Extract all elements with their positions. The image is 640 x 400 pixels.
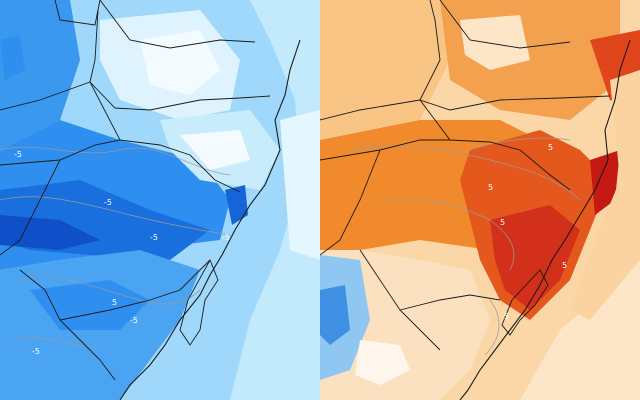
border-line (99, 0, 256, 49)
contour-label: -5 (14, 150, 22, 159)
contour-line (349, 145, 581, 201)
contour-lines (0, 146, 231, 347)
border-line (0, 139, 121, 166)
border-line (54, 0, 101, 26)
contour-line (0, 196, 231, 236)
contour-line (484, 299, 500, 356)
ocean-region (570, 70, 640, 320)
left-map-panel: -5 -5 -5 -5 5 -5 -5 (0, 0, 320, 400)
contour-label: 5 (548, 143, 553, 152)
anomaly-region (320, 285, 350, 345)
coastline (119, 39, 301, 400)
border-line (439, 0, 571, 49)
contour-label: -5 (130, 316, 138, 325)
ocean-region (230, 0, 320, 400)
lagoon-outline (501, 269, 549, 336)
border-line (399, 294, 501, 311)
anomaly-region (355, 340, 410, 385)
anomaly-region (0, 215, 100, 250)
border-line (89, 9, 271, 111)
border-line (0, 159, 61, 256)
contour-line (9, 336, 101, 347)
border-line (59, 259, 211, 321)
anomaly-region (460, 15, 530, 70)
coastline (459, 39, 631, 400)
contour-label: 5 (562, 261, 567, 270)
contour-line (19, 276, 201, 305)
contour-label: 5 (112, 298, 117, 307)
anomaly-region (30, 280, 150, 330)
anomaly-region (0, 35, 25, 80)
contour-lines (349, 137, 581, 356)
border-line (89, 81, 241, 193)
right-map-panel: 5 5 5 5 5 (320, 0, 640, 400)
contour-line (469, 137, 571, 151)
cold-anomaly-map: -5 -5 -5 -5 5 -5 -5 (0, 0, 320, 400)
border-line (320, 149, 381, 256)
anomaly-region (180, 130, 250, 170)
border-line (320, 139, 450, 161)
contour-label: -5 (32, 347, 40, 356)
border-line (0, 81, 91, 111)
contour-line (0, 146, 231, 176)
contour-label: -5 (222, 233, 230, 242)
border-line (419, 0, 611, 111)
contour-label: 5 (488, 183, 493, 192)
anomaly-region (225, 185, 248, 225)
border-line (320, 99, 421, 121)
contour-label: 5 (504, 312, 509, 321)
anomaly-region (320, 0, 450, 140)
contour-label: -5 (150, 233, 158, 242)
ocean-region (280, 110, 320, 260)
border-line (19, 269, 116, 381)
state-borders (0, 0, 301, 400)
border-line (419, 99, 571, 191)
contour-label: 5 (500, 218, 505, 227)
state-borders (320, 0, 631, 400)
contour-line (379, 198, 515, 271)
warm-anomaly-map: 5 5 5 5 5 (320, 0, 640, 400)
lagoon-outline (179, 258, 219, 346)
anomaly-region (490, 205, 580, 310)
contour-label: -5 (104, 198, 112, 207)
